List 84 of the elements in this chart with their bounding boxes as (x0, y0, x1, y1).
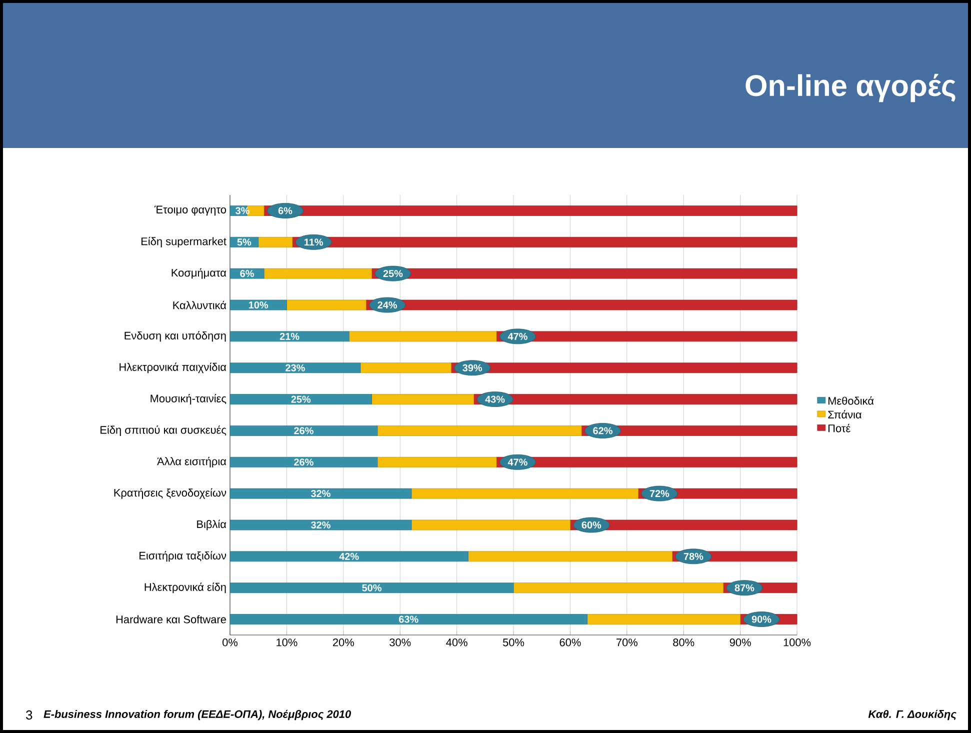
x-tick-label: 90% (730, 638, 751, 646)
annotation: 72% (650, 490, 670, 498)
x-tick-label: 10% (276, 638, 298, 646)
data-label: 6% (240, 270, 254, 278)
legend-label: Μεθοδικά (828, 396, 874, 405)
bar (377, 426, 582, 436)
text: Καθ. Γ. Δουκίδης (868, 710, 956, 720)
y-tick-label: Ηλεκτρονικά παιχνίδια (120, 362, 226, 374)
bar (230, 268, 264, 279)
annotation: 6% (278, 207, 292, 214)
bar (230, 300, 287, 310)
y-tick-label: Βιβλία (197, 520, 226, 530)
data-label: 23% (286, 364, 305, 372)
bar (230, 362, 361, 374)
bar (264, 268, 372, 279)
data-label: 50% (362, 584, 382, 592)
y-tick-label: Έτοιμο φαγητο (154, 206, 226, 216)
data-label: 21% (280, 332, 300, 340)
x-tick-label: 100% (784, 638, 811, 646)
x-tick-label: 40% (446, 638, 468, 646)
bar (411, 520, 570, 530)
data-label: 63% (399, 616, 418, 623)
data-label: 10% (249, 301, 268, 309)
x-tick-label: 50% (502, 638, 524, 646)
y-tick-label: Κρατήσεις ξενοδοχείων (114, 488, 226, 499)
bar (230, 426, 378, 436)
annotation: 11% (304, 238, 324, 246)
y-tick-label: Ενδυση και υπόδηση (124, 331, 226, 342)
annotation: 25% (383, 270, 403, 278)
bar (468, 551, 672, 562)
bar (230, 394, 372, 404)
bar (377, 456, 497, 468)
x-tick-label: 60% (560, 638, 581, 646)
bar (230, 488, 412, 499)
text: E-business Innovation forum (ΕΕΔΕ-ΟΠΑ), Νοέμβριος 2010 (44, 710, 351, 720)
chart-title: On-line αγορές (746, 74, 956, 102)
y-tick-label: Είδη supermarket (142, 236, 226, 248)
annotation: 47% (508, 458, 528, 466)
y-tick-label: Εισιτήρια ταξιδίων (140, 551, 226, 562)
annotation: 43% (485, 396, 505, 403)
annotation: 87% (734, 584, 754, 592)
y-tick-label: Μουσική-ταινίες (150, 394, 226, 405)
x-tick-label: 70% (616, 638, 638, 646)
bar (372, 394, 474, 404)
x-tick-label: 20% (332, 638, 354, 646)
annotation: 90% (752, 616, 772, 623)
annotation: 78% (684, 552, 704, 560)
annotation: 47% (508, 332, 528, 340)
annotation: 39% (462, 364, 482, 372)
data-label: 26% (294, 427, 314, 434)
bar (286, 300, 366, 310)
bar (230, 614, 588, 624)
bar (587, 614, 741, 624)
annotation: 60% (582, 521, 602, 529)
data-label: 32% (310, 490, 330, 498)
data-label: 42% (339, 552, 359, 560)
data-label: 5% (237, 238, 252, 246)
annotation: 62% (593, 427, 612, 434)
x-tick-label: 80% (673, 638, 694, 646)
bar (230, 456, 378, 468)
bar (230, 551, 468, 562)
bar (513, 582, 724, 594)
y-tick-label: Hardware και Software (116, 615, 226, 624)
data-label: 26% (294, 458, 314, 466)
annotation: 24% (378, 301, 397, 308)
y-tick-label: Άλλα εισιτήρια (157, 456, 226, 468)
x-tick-label: 30% (390, 638, 411, 646)
y-tick-label: Ηλεκτρονικά είδη (144, 582, 226, 594)
bar (360, 362, 452, 374)
data-label: 25% (291, 396, 311, 403)
bar (230, 582, 514, 594)
bar (230, 520, 412, 530)
y-tick-label: Είδη σπιτιού και συσκευές (100, 425, 226, 436)
text: 3 (26, 710, 32, 720)
bar (411, 488, 638, 499)
bar (348, 331, 497, 342)
legend-label: Σπάνια (828, 410, 862, 418)
data-label: 32% (310, 521, 330, 529)
bar (230, 331, 350, 342)
bar (258, 236, 293, 248)
y-tick-label: Καλλυντικά (173, 300, 226, 310)
x-tick-label: 0% (222, 638, 238, 646)
legend-label: Ποτέ (828, 424, 850, 432)
y-tick-label: Κοσμήματα (172, 268, 226, 279)
